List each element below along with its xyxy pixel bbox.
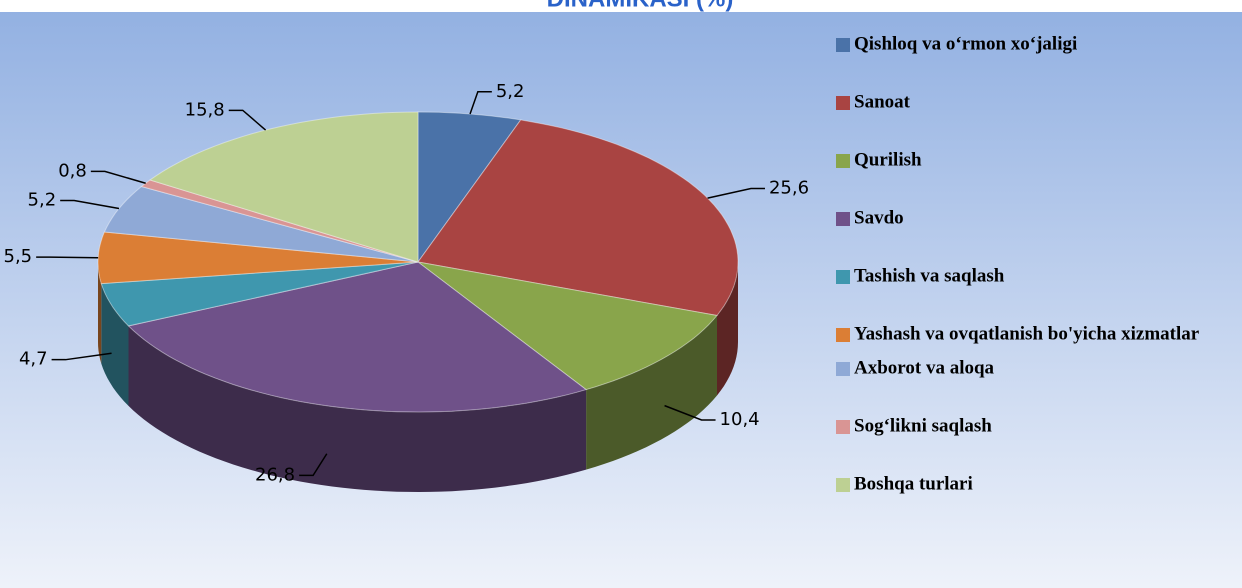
leader-line [664,404,716,421]
legend-swatch [836,38,850,52]
legend-swatch [836,328,850,342]
data-label: 26,8 [255,464,295,485]
data-label: 25,6 [769,178,809,199]
pie-side [717,262,738,396]
legend-label: Axborot va aloqa [854,357,995,378]
legend-swatch [836,270,850,284]
leader-line [36,256,99,259]
data-label: 15,8 [185,99,225,120]
leader-line [469,91,492,115]
data-label: 5,2 [28,190,57,211]
legend-label: Yashash va ovqatlanish bo'yicha xizmatla… [854,323,1200,344]
legend-swatch [836,420,850,434]
pie-side [128,325,587,492]
data-label: 5,2 [496,81,525,102]
pie-slice [127,261,588,413]
legend-swatch [836,212,850,226]
legend-label: Tashish va saqlash [854,265,1005,286]
leader-line [90,170,146,184]
pie-side [586,315,717,470]
legend-swatch [836,478,850,492]
leader-line [299,453,328,477]
legend-label: Sanoat [854,91,911,112]
pie-slice [100,261,419,327]
pie-slice [417,111,522,264]
legend-swatch [836,96,850,110]
leader-line [228,109,267,131]
data-label: 10,4 [720,409,760,430]
legend-label: Savdo [854,207,904,228]
pie-side [101,283,129,406]
data-label: 0,8 [58,160,87,181]
legend-label: Sog‘likni saqlash [854,415,992,436]
pie-side [98,262,102,364]
data-label: 5,5 [4,246,33,267]
legend-swatch [836,362,850,376]
legend-label: Qurilish [854,149,922,170]
top-strip [0,0,1242,12]
legend-label: Qishloq va o‘rmon xo‘jaligi [854,33,1077,54]
legend-swatch [836,154,850,168]
legend-label: Boshqa turlari [854,473,973,494]
leader-line [60,199,120,210]
pie-slice [417,261,718,391]
leader-line [51,352,112,361]
chart-title: DINAMIKASI (%) [547,0,734,12]
pie-slice [417,119,739,317]
leader-line [707,187,765,199]
data-label: 4,7 [19,349,48,370]
